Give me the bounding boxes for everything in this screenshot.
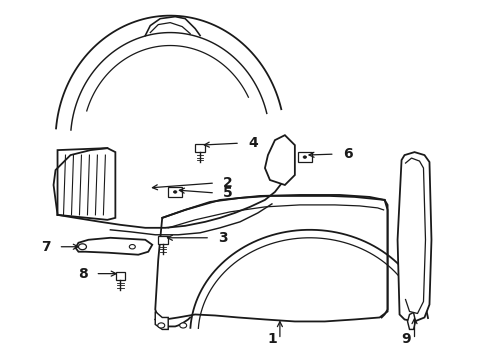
Text: 9: 9 bbox=[401, 332, 410, 346]
Polygon shape bbox=[75, 238, 152, 255]
Text: 2: 2 bbox=[223, 176, 232, 190]
Circle shape bbox=[173, 191, 177, 193]
Circle shape bbox=[129, 244, 135, 249]
Polygon shape bbox=[155, 311, 168, 329]
Bar bbox=[168, 187, 182, 197]
Circle shape bbox=[78, 244, 86, 250]
Circle shape bbox=[303, 156, 306, 158]
Polygon shape bbox=[397, 152, 430, 321]
Text: 7: 7 bbox=[41, 240, 50, 254]
Bar bbox=[158, 236, 168, 244]
Text: 4: 4 bbox=[247, 136, 257, 150]
Bar bbox=[297, 152, 311, 162]
Text: 8: 8 bbox=[78, 267, 87, 281]
Circle shape bbox=[158, 323, 164, 328]
Text: 1: 1 bbox=[266, 332, 276, 346]
Polygon shape bbox=[58, 148, 115, 220]
Polygon shape bbox=[264, 135, 294, 185]
Text: 5: 5 bbox=[223, 186, 232, 200]
Polygon shape bbox=[155, 195, 387, 321]
Bar bbox=[115, 272, 125, 280]
Text: 6: 6 bbox=[342, 147, 352, 161]
Polygon shape bbox=[407, 312, 415, 329]
Bar bbox=[195, 144, 204, 152]
Text: 3: 3 bbox=[218, 231, 227, 245]
Circle shape bbox=[179, 323, 186, 328]
